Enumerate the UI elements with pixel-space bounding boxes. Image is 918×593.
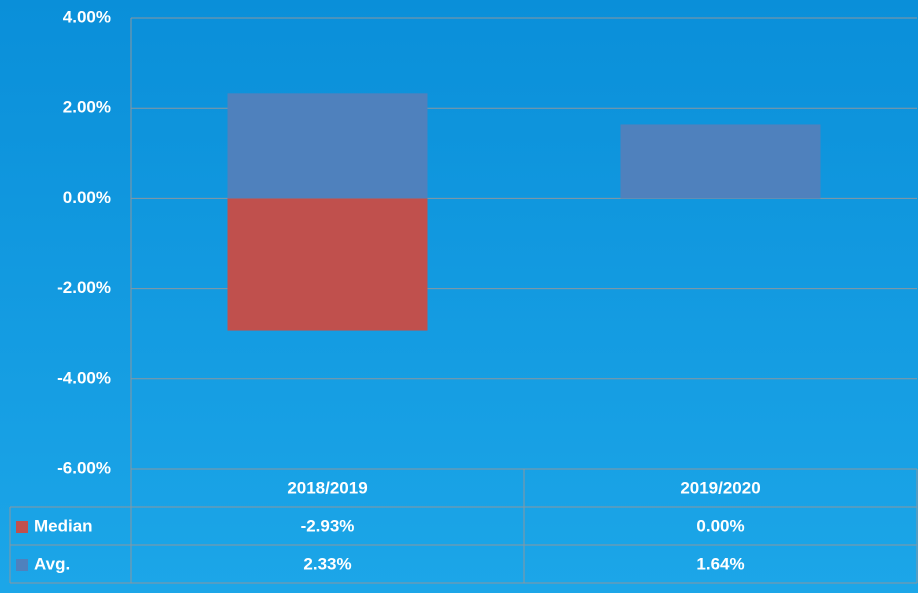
data-label: 2.33% <box>303 554 351 573</box>
y-tick-label: -4.00% <box>57 368 111 387</box>
y-tick-label: 2.00% <box>63 98 111 117</box>
y-tick-label: -6.00% <box>57 458 111 477</box>
legend-label: Avg. <box>34 554 70 573</box>
data-label: 0.00% <box>696 516 744 535</box>
data-label: 1.64% <box>696 554 744 573</box>
y-tick-label: -2.00% <box>57 278 111 297</box>
bar <box>620 124 821 199</box>
legend-label: Median <box>34 516 93 535</box>
legend-swatch <box>16 521 28 533</box>
x-tick-label: 2019/2020 <box>680 478 760 497</box>
y-tick-label: 0.00% <box>63 188 111 207</box>
bar <box>227 93 428 199</box>
data-label: -2.93% <box>301 516 355 535</box>
x-tick-label: 2018/2019 <box>287 478 367 497</box>
bar <box>227 198 428 331</box>
legend-swatch <box>16 559 28 571</box>
y-tick-label: 4.00% <box>63 7 111 26</box>
